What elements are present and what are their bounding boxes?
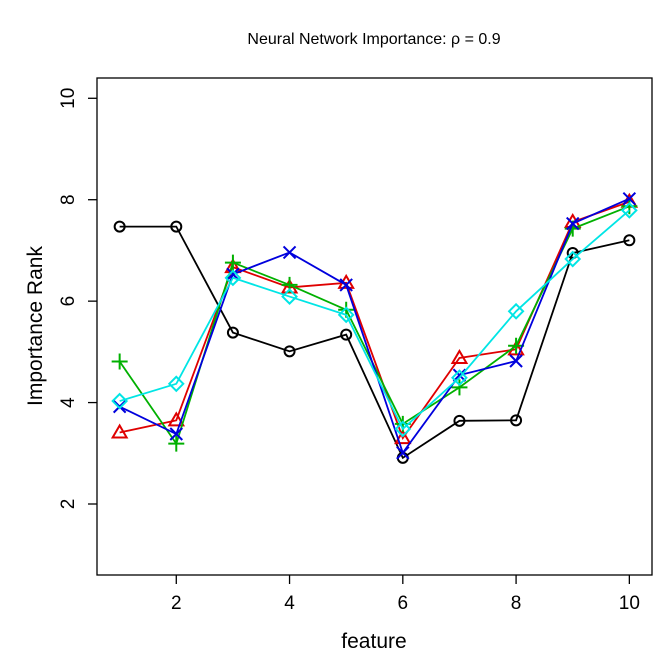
series-line — [119, 197, 630, 455]
x-marker — [339, 278, 353, 292]
series-line — [119, 225, 630, 460]
diamond-marker — [281, 288, 298, 305]
series-plus — [111, 198, 638, 452]
circle-marker — [510, 414, 523, 427]
x-tick-label: 6 — [398, 593, 409, 614]
x-marker — [169, 427, 183, 441]
diamond-marker — [451, 369, 468, 387]
diamond-marker — [111, 392, 129, 410]
circle-marker — [453, 414, 466, 427]
x-marker — [282, 245, 297, 260]
x-marker — [509, 354, 523, 368]
diamond-marker — [167, 375, 185, 393]
y-axis: 2 4 6 8 10 — [58, 88, 97, 510]
x-marker — [396, 446, 410, 460]
circle-marker — [340, 328, 353, 341]
y-tick-label: 4 — [58, 397, 79, 408]
series-line — [119, 200, 630, 440]
plus-marker — [451, 379, 468, 396]
y-tick-label: 8 — [58, 194, 79, 205]
circle-marker — [623, 234, 636, 247]
circle-marker — [226, 326, 239, 339]
diamond-marker — [394, 420, 412, 438]
y-tick-label: 10 — [58, 88, 79, 109]
triangle-marker — [110, 423, 129, 439]
x-marker — [566, 216, 580, 231]
plus-marker — [621, 198, 638, 215]
x-tick-label: 10 — [619, 593, 640, 614]
y-axis-title: Importance Rank — [24, 246, 47, 406]
series-layer — [110, 191, 639, 464]
series-line — [119, 209, 630, 431]
x-tick-label: 2 — [171, 593, 182, 614]
diamond-marker — [337, 306, 355, 324]
circle-marker — [113, 220, 126, 233]
series-triangle — [110, 192, 639, 445]
plus-marker — [111, 353, 128, 370]
x-axis: 2 4 6 8 10 — [171, 575, 640, 614]
series-line — [118, 205, 630, 446]
plot-frame — [96, 77, 653, 576]
plus-marker — [224, 254, 241, 271]
x-tick-label: 4 — [284, 593, 295, 614]
series-x — [112, 191, 637, 460]
circle-marker — [170, 220, 183, 233]
y-tick-label: 2 — [58, 499, 79, 510]
diamond-marker — [507, 302, 525, 320]
triangle-marker — [450, 348, 469, 364]
plus-marker — [168, 435, 185, 452]
circle-marker — [283, 345, 296, 358]
x-axis-title: feature — [341, 630, 406, 653]
x-tick-label: 8 — [511, 593, 522, 614]
triangle-marker — [167, 411, 186, 427]
chart-title: Neural Network Importance: ρ = 0.9 — [247, 31, 500, 48]
y-tick-label: 6 — [58, 296, 79, 307]
series-diamond — [111, 201, 638, 438]
triangle-marker — [394, 429, 412, 445]
x-marker — [112, 399, 127, 414]
diamond-marker — [224, 269, 242, 287]
diamond-marker — [620, 201, 638, 219]
diamond-marker — [564, 250, 582, 268]
x-marker — [452, 368, 467, 382]
x-marker — [622, 191, 637, 206]
